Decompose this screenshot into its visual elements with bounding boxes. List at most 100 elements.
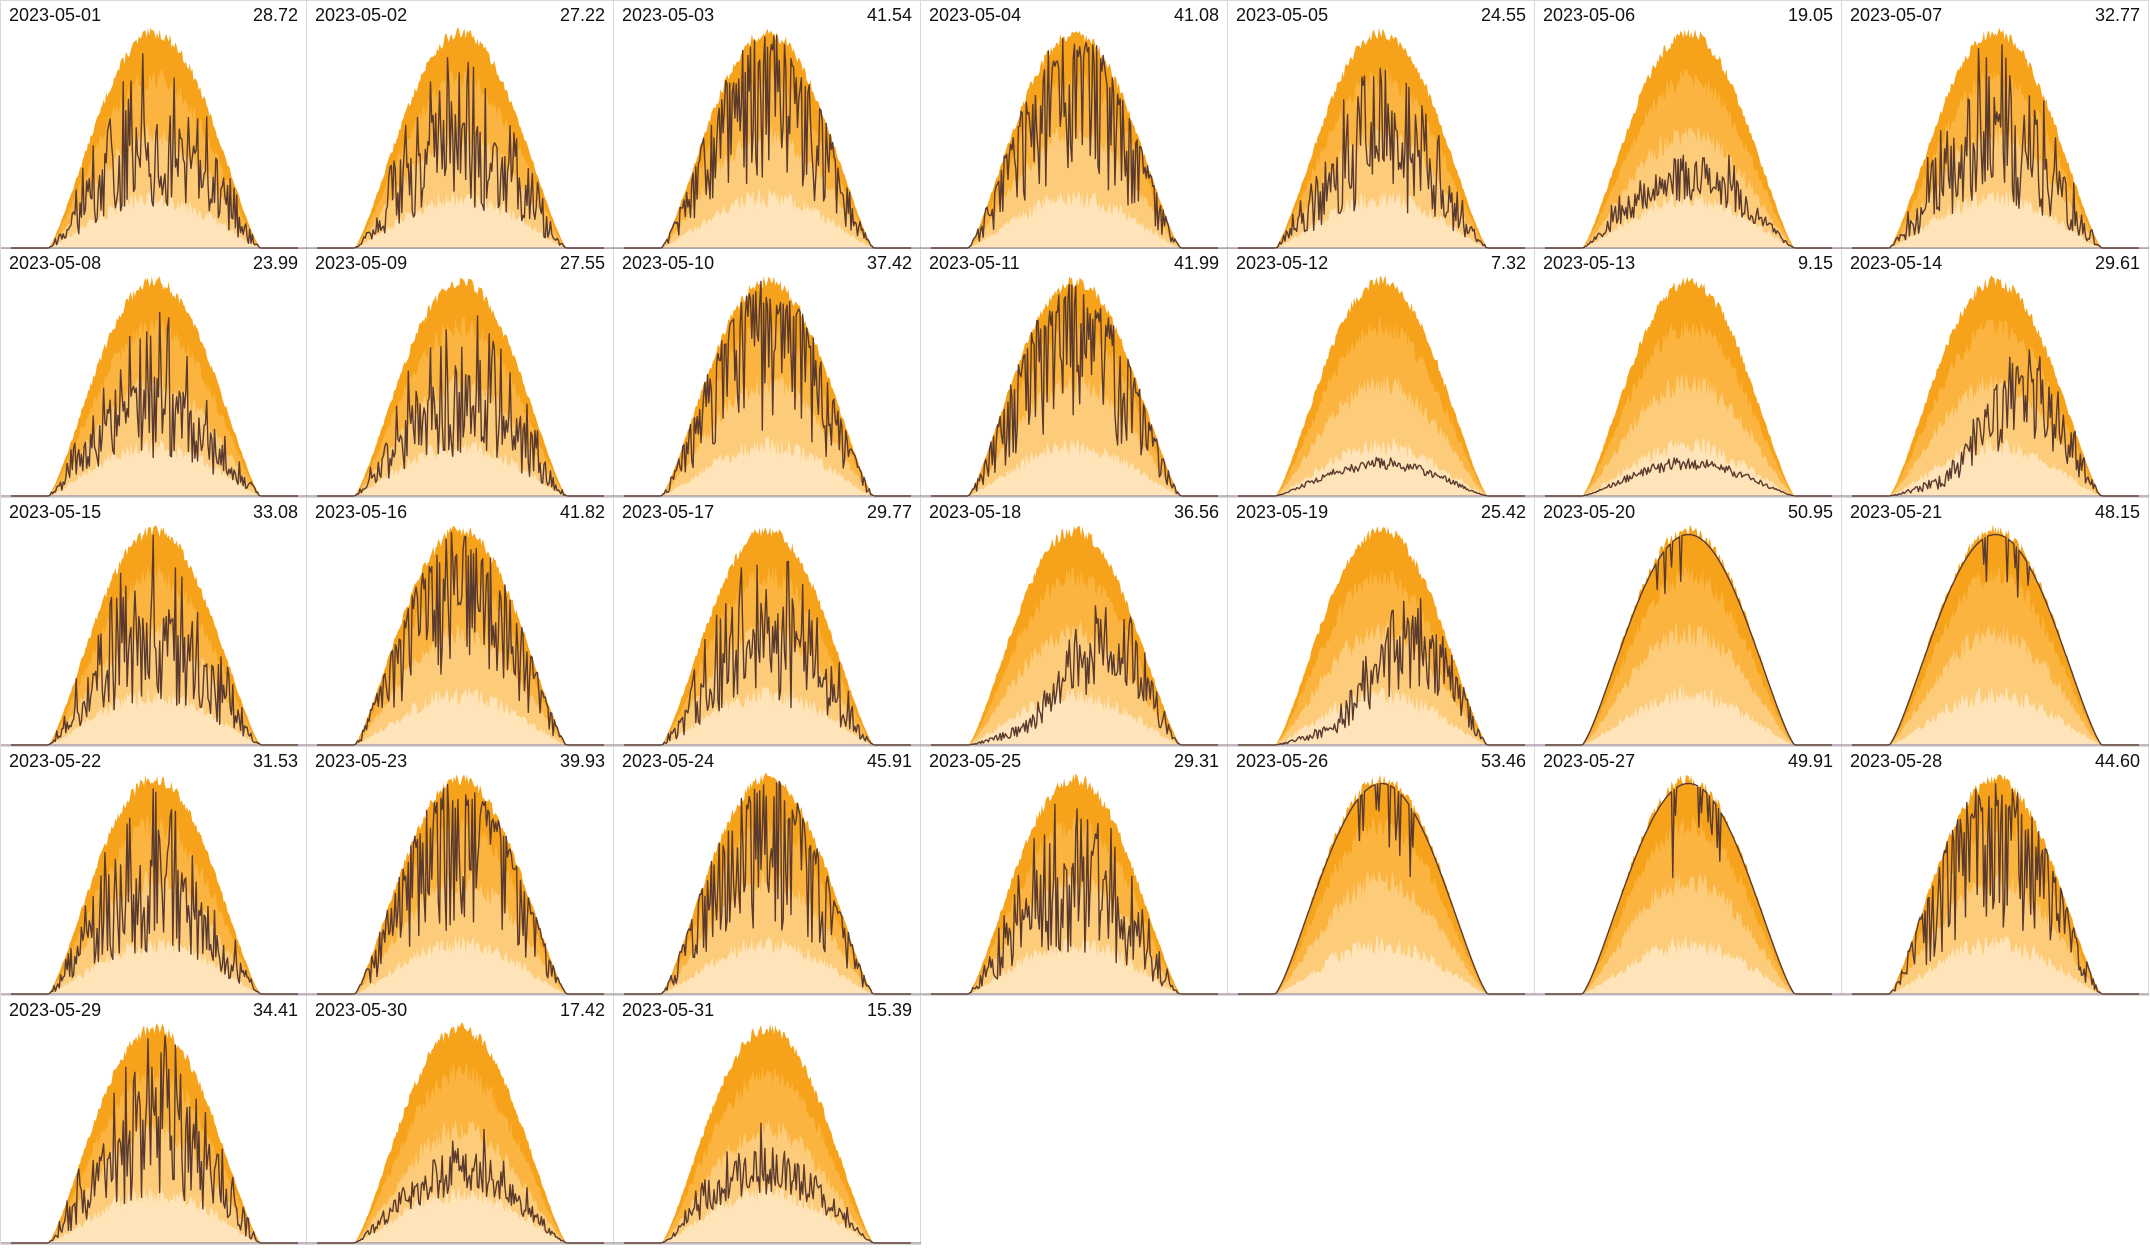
panel-date-label: 2023-05-30	[315, 1000, 408, 1020]
panel-total-label: 31.53	[252, 751, 298, 771]
band-low	[624, 936, 911, 994]
day-chart	[921, 773, 1228, 995]
band-low	[931, 686, 1218, 745]
band-low	[1852, 686, 2139, 745]
day-chart	[307, 277, 614, 497]
panel-date-label: 2023-05-24	[622, 751, 715, 771]
day-panel: 2023-05-17 29.77	[614, 498, 921, 747]
panel-total-label: 33.08	[252, 502, 298, 522]
panel-date-label: 2023-05-09	[315, 253, 408, 273]
panel-total-label: 41.08	[1173, 5, 1219, 25]
day-panel: 2023-05-19 25.42	[1228, 498, 1535, 747]
day-chart	[1, 775, 308, 995]
panel-total-label: 23.99	[252, 253, 298, 273]
actual-output-line	[317, 315, 604, 497]
panel-total-label: 34.41	[252, 1000, 298, 1020]
panel-total-label: 49.91	[1787, 751, 1833, 771]
band-inner	[1238, 620, 1525, 745]
day-chart	[1228, 526, 1535, 746]
band-low	[317, 686, 604, 745]
band-low	[624, 188, 911, 248]
actual-output-line	[931, 803, 1218, 995]
band-inner	[1545, 621, 1832, 745]
panel-total-label: 32.77	[2094, 5, 2140, 25]
panel-date-label: 2023-05-15	[9, 502, 102, 522]
day-panel: 2023-05-06 19.05	[1535, 0, 1842, 249]
panel-date-label: 2023-05-06	[1543, 5, 1636, 25]
panel-date-label: 2023-05-26	[1236, 751, 1329, 771]
panel-date-label: 2023-05-28	[1850, 751, 1943, 771]
band-low	[1545, 189, 1832, 248]
panel-date-label: 2023-05-31	[622, 1000, 715, 1020]
day-panel: 2023-05-14 29.61	[1842, 249, 2149, 498]
actual-output-line	[624, 280, 911, 497]
actual-output-line	[1238, 782, 1525, 995]
panel-date-label: 2023-05-22	[9, 751, 102, 771]
day-chart	[307, 27, 614, 249]
band-low	[1545, 685, 1832, 745]
panel-total-label: 29.31	[1173, 751, 1219, 771]
panel-total-label: 53.46	[1480, 751, 1526, 771]
day-chart	[614, 772, 921, 995]
day-panel: 2023-05-01 28.72	[0, 0, 308, 249]
band-inner	[624, 372, 911, 496]
day-chart	[1, 525, 308, 746]
day-chart	[1842, 524, 2149, 746]
panel-total-label: 50.95	[1787, 502, 1833, 522]
day-panel: 2023-05-05 24.55	[1228, 0, 1535, 249]
panel-total-label: 29.77	[866, 502, 912, 522]
panel-total-label: 39.93	[559, 751, 605, 771]
band-inner	[317, 622, 604, 745]
actual-output-line	[317, 531, 604, 746]
panel-total-label: 27.55	[559, 253, 605, 273]
panel-date-label: 2023-05-16	[315, 502, 408, 522]
panel-date-label: 2023-05-17	[622, 502, 715, 522]
actual-output-line	[1238, 597, 1525, 746]
panel-date-label: 2023-05-21	[1850, 502, 1943, 522]
panel-date-label: 2023-05-11	[929, 253, 1020, 273]
day-chart	[614, 276, 921, 497]
actual-output-line	[11, 1035, 298, 1244]
actual-output-line	[931, 605, 1218, 746]
panel-total-label: 41.82	[559, 502, 605, 522]
band-inner	[931, 621, 1218, 745]
day-panel: 2023-05-16 41.82	[307, 498, 614, 747]
day-panel: 2023-05-24 45.91	[614, 747, 921, 996]
day-panel: 2023-05-04 41.08	[921, 0, 1228, 249]
band-low	[1545, 934, 1832, 994]
day-panel: 2023-05-18 36.56	[921, 498, 1228, 747]
panel-total-label: 19.05	[1787, 5, 1833, 25]
day-chart	[614, 527, 921, 746]
panel-date-label: 2023-05-08	[9, 253, 102, 273]
band-low	[317, 1186, 604, 1243]
panel-date-label: 2023-05-27	[1543, 751, 1636, 771]
actual-output-line	[11, 788, 298, 995]
day-chart	[307, 774, 614, 995]
day-panel: 2023-05-20 50.95	[1535, 498, 1842, 747]
band-low	[1238, 189, 1525, 248]
day-chart	[1535, 276, 1842, 497]
day-panel: 2023-05-07 32.77	[1842, 0, 2149, 249]
panel-date-label: 2023-05-01	[9, 5, 102, 25]
band-inner	[1852, 622, 2139, 745]
day-panel: 2023-05-23 39.93	[307, 747, 614, 996]
band-inner	[624, 123, 911, 248]
day-panel: 2023-05-15 33.08	[0, 498, 308, 747]
actual-output-line	[624, 34, 911, 249]
actual-output-line	[931, 283, 1218, 497]
day-panel: 2023-05-12 7.32	[1228, 249, 1535, 498]
actual-output-line	[1545, 154, 1832, 249]
actual-output-line	[931, 37, 1218, 249]
band-inner	[317, 870, 604, 994]
panel-date-label: 2023-05-07	[1850, 5, 1943, 25]
band-low	[931, 189, 1218, 248]
actual-output-line	[1238, 67, 1525, 249]
band-inner	[11, 620, 298, 745]
band-inner	[1545, 372, 1832, 496]
day-panel: 2023-05-29 34.41	[0, 996, 308, 1245]
panel-date-label: 2023-05-02	[315, 5, 408, 25]
panel-total-label: 24.55	[1480, 5, 1526, 25]
panel-total-label: 37.42	[866, 253, 912, 273]
band-inner	[1545, 871, 1832, 994]
day-panel: 2023-05-11 41.99	[921, 249, 1228, 498]
